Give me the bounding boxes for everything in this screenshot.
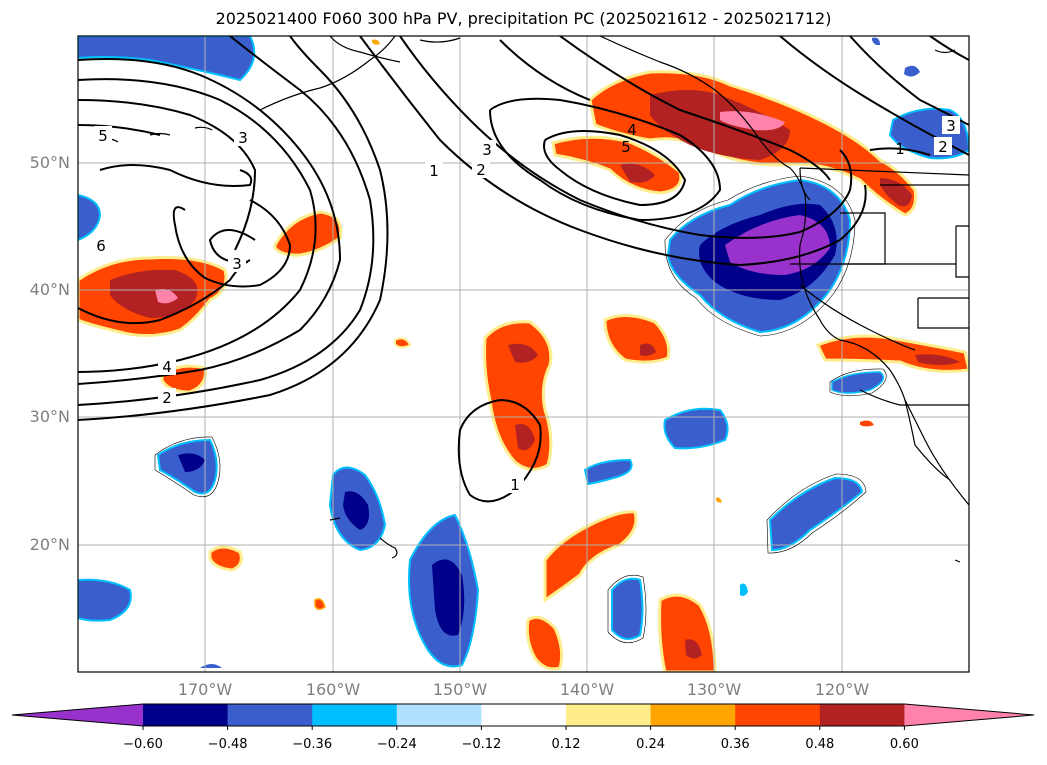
colorbar-bin <box>650 704 736 726</box>
contour-label: 6 <box>96 237 106 255</box>
lat-label-20n: 20°N <box>29 535 70 554</box>
colorbar-bin <box>396 704 482 726</box>
colorbar-bin <box>735 704 821 726</box>
contour-labels: 5 3 1 2 3 4 5 6 3 4 2 1 3 2 1 <box>92 116 960 494</box>
colorbar-tick-label: 0.24 <box>636 737 666 752</box>
lat-label-40n: 40°N <box>29 280 70 299</box>
contour-label: 2 <box>938 138 948 156</box>
contour-label: 5 <box>98 127 108 145</box>
lon-label-150w: 150°W <box>432 680 488 699</box>
lon-label-140w: 140°W <box>559 680 615 699</box>
figure-title: 2025021400 F060 300 hPa PV, precipitatio… <box>215 9 832 28</box>
colorbar-tick-label: −0.60 <box>123 737 163 752</box>
lon-label-170w: 170°W <box>177 680 233 699</box>
anomaly-outlines <box>154 175 887 644</box>
contour-label: 3 <box>238 129 248 147</box>
contour-label: 4 <box>627 121 637 139</box>
colorbar-extend-max <box>904 704 1034 726</box>
contour-label: 4 <box>162 358 172 376</box>
colorbar <box>11 703 1035 730</box>
colorbar-extend-min <box>12 704 143 726</box>
colorbar-tick-label: 0.12 <box>551 737 581 752</box>
colorbar-bin <box>566 704 652 726</box>
contour-label: 1 <box>895 140 905 158</box>
map-frame <box>77 35 970 673</box>
contour-label: 3 <box>946 117 956 135</box>
contour-label: 2 <box>476 161 486 179</box>
colorbar-bin <box>227 704 313 726</box>
colorbar-tick-label: −0.36 <box>292 737 333 752</box>
graticule <box>78 36 969 672</box>
colorbar-tick-label: 0.48 <box>805 737 835 752</box>
contour-label: 5 <box>621 138 631 156</box>
colorbar-bin <box>312 704 398 726</box>
colorbar-bin <box>481 704 567 726</box>
colorbar-tick-label: −0.48 <box>207 737 248 752</box>
colorbar-tick-label: 0.60 <box>889 737 919 752</box>
colorbar-tick-label: −0.12 <box>461 737 502 752</box>
colorbar-tick-label: 0.36 <box>720 737 750 752</box>
colorbar-bin <box>143 704 229 726</box>
lat-label-50n: 50°N <box>29 153 70 172</box>
lon-label-160w: 160°W <box>305 680 361 699</box>
colorbar-tick-label: −0.24 <box>376 737 417 752</box>
contour-label: 1 <box>510 476 520 494</box>
lat-label-30n: 30°N <box>29 407 70 426</box>
contour-label: 1 <box>429 162 439 180</box>
negative-anomaly-areas <box>78 36 969 668</box>
lon-label-130w: 130°W <box>686 680 742 699</box>
contour-label: 3 <box>482 141 492 159</box>
contour-label: 2 <box>162 389 172 407</box>
lon-label-120w: 120°W <box>814 680 870 699</box>
contour-label: 3 <box>232 255 242 273</box>
colorbar-bin <box>819 704 905 726</box>
positive-anomaly-areas <box>78 39 969 672</box>
